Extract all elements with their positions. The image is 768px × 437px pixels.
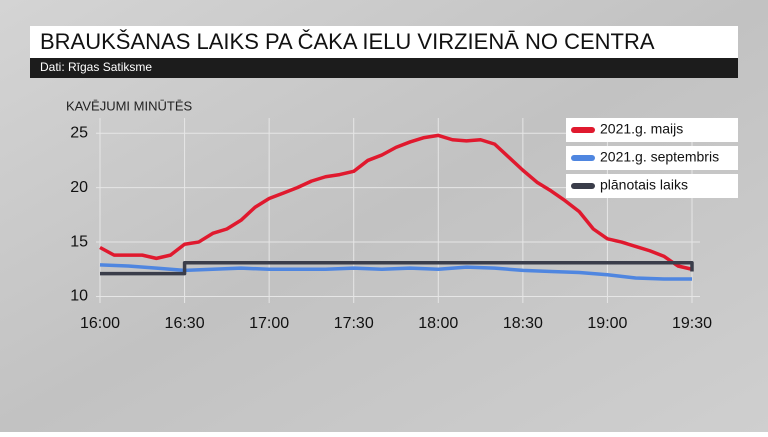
legend-label: 2021.g. maijs [600, 121, 683, 137]
subtitle-bar [30, 58, 738, 78]
y-tick-label: 25 [70, 124, 88, 141]
chart-title: BRAUKŠANAS LAIKS PA ČAKA IELU VIRZIENĀ N… [40, 29, 655, 54]
subtitle: Dati: Rīgas Satiksme [40, 60, 152, 74]
title-bar [30, 26, 738, 58]
x-tick-label: 17:30 [334, 315, 374, 332]
y-axis-label: KAVĒJUMI MINŪTĒS [66, 98, 192, 113]
x-tick-label: 17:00 [249, 315, 289, 332]
series-line [100, 260, 694, 276]
x-tick-label: 19:00 [587, 315, 627, 332]
y-tick-label: 15 [70, 233, 88, 250]
legend-label: plānotais laiks [600, 177, 688, 193]
legend-label: 2021.g. septembris [600, 149, 719, 165]
series-line [99, 263, 692, 281]
x-tick-label: 18:00 [418, 315, 458, 332]
x-tick-label: 16:00 [80, 315, 120, 332]
y-tick-label: 10 [70, 288, 88, 305]
x-tick-label: 16:30 [165, 315, 205, 332]
series-line [99, 133, 693, 271]
x-tick-label: 18:30 [503, 315, 543, 332]
y-tick-label: 20 [70, 179, 88, 196]
x-tick-label: 19:30 [672, 315, 712, 332]
